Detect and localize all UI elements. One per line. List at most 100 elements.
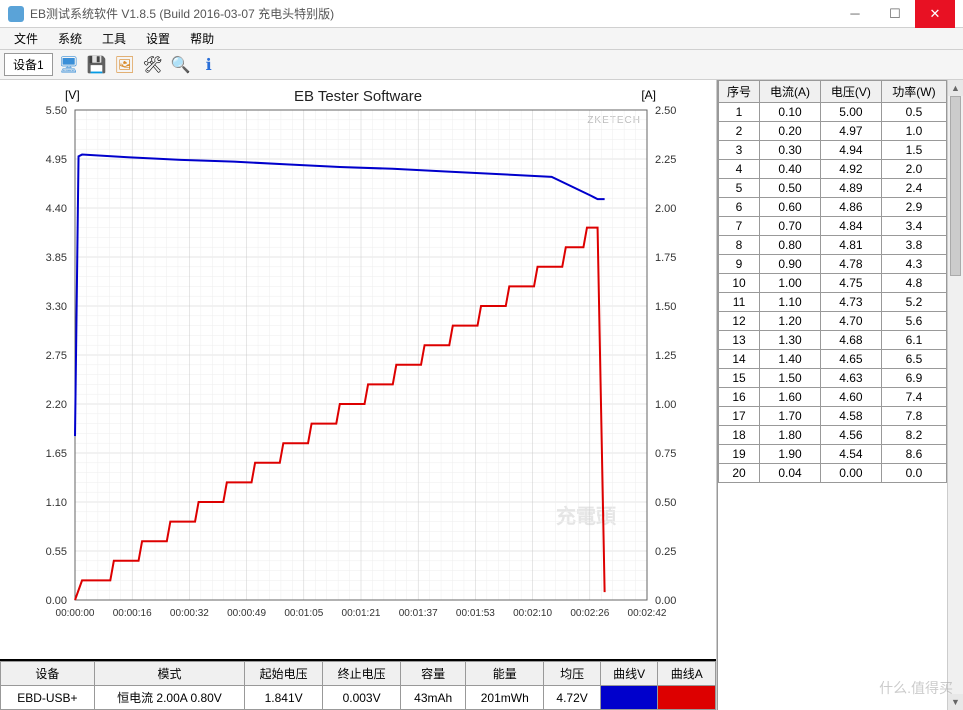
table-cell: 16 [719,388,760,407]
svg-text:1.65: 1.65 [46,448,67,460]
main-area: EB Tester Software [V] [A] ZKETECH 充電頭 0… [0,80,963,710]
table-cell: 0.60 [760,198,821,217]
menu-tools[interactable]: 工具 [92,28,136,49]
info-capacity: 43mAh [401,686,466,710]
table-row[interactable]: 70.704.843.4 [719,217,947,236]
svg-text:0.55: 0.55 [46,546,67,558]
info-curvev-color [600,686,658,710]
table-row[interactable]: 131.304.686.1 [719,331,947,350]
info-avgv: 4.72V [544,686,601,710]
table-row[interactable]: 171.704.587.8 [719,407,947,426]
svg-text:4.40: 4.40 [46,203,67,215]
table-row[interactable]: 101.004.754.8 [719,274,947,293]
table-cell: 18 [719,426,760,445]
table-cell: 4.58 [820,407,881,426]
table-row[interactable]: 60.604.862.9 [719,198,947,217]
table-cell: 5 [719,179,760,198]
table-cell: 8.2 [881,426,946,445]
svg-text:00:00:32: 00:00:32 [170,608,209,619]
table-row[interactable]: 40.404.922.0 [719,160,947,179]
monitor-icon[interactable]: 🖥 [57,53,81,77]
window-title: EB测试系统软件 V1.8.5 (Build 2016-03-07 充电头特别版… [30,5,835,22]
table-row[interactable]: 30.304.941.5 [719,141,947,160]
table-cell: 1.90 [760,445,821,464]
menu-file[interactable]: 文件 [4,28,48,49]
svg-text:1.50: 1.50 [655,301,676,313]
table-cell: 1.80 [760,426,821,445]
scrollbar[interactable]: ▲ ▼ [947,80,963,710]
side-h-power: 功率(W) [881,81,946,103]
save-icon[interactable]: 💾 [85,53,109,77]
table-cell: 4.86 [820,198,881,217]
table-row[interactable]: 141.404.656.5 [719,350,947,369]
menubar: 文件 系统 工具 设置 帮助 [0,28,963,50]
table-row[interactable]: 50.504.892.4 [719,179,947,198]
menu-system[interactable]: 系统 [48,28,92,49]
svg-text:00:00:16: 00:00:16 [113,608,152,619]
table-cell: 15 [719,369,760,388]
table-cell: 1.20 [760,312,821,331]
info-mode: 恒电流 2.00A 0.80V [94,686,244,710]
table-row[interactable]: 151.504.636.9 [719,369,947,388]
svg-text:1.25: 1.25 [655,350,676,362]
scroll-up-icon[interactable]: ▲ [948,80,963,96]
table-row[interactable]: 200.040.000.0 [719,464,947,483]
table-cell: 7 [719,217,760,236]
minimize-button[interactable]: ─ [835,0,875,28]
device-tab[interactable]: 设备1 [4,53,53,76]
side-header-row: 序号 电流(A) 电压(V) 功率(W) [719,81,947,103]
search-icon[interactable]: 🔍 [169,53,193,77]
info-h-energy: 能量 [466,662,544,686]
menu-settings[interactable]: 设置 [136,28,180,49]
data-table: 序号 电流(A) 电压(V) 功率(W) 10.105.000.520.204.… [717,80,947,710]
tools-icon[interactable]: 🛠 [141,53,165,77]
table-cell: 1.40 [760,350,821,369]
info-h-avgv: 均压 [544,662,601,686]
table-cell: 0.40 [760,160,821,179]
info-h-endv: 终止电压 [323,662,401,686]
table-cell: 4.78 [820,255,881,274]
image-icon[interactable]: 🖼 [113,53,137,77]
info-curvea-color [658,686,716,710]
table-cell: 6.9 [881,369,946,388]
info-energy: 201mWh [466,686,544,710]
svg-text:2.25: 2.25 [655,154,676,166]
svg-text:00:00:00: 00:00:00 [56,608,95,619]
table-row[interactable]: 191.904.548.6 [719,445,947,464]
svg-text:1.10: 1.10 [46,497,67,509]
svg-text:0.25: 0.25 [655,546,676,558]
table-cell: 2.9 [881,198,946,217]
table-cell: 1.50 [760,369,821,388]
close-button[interactable]: ✕ [915,0,955,28]
table-cell: 0.80 [760,236,821,255]
table-row[interactable]: 80.804.813.8 [719,236,947,255]
table-cell: 0.10 [760,103,821,122]
svg-text:2.20: 2.20 [46,399,67,411]
menu-help[interactable]: 帮助 [180,28,224,49]
table-row[interactable]: 121.204.705.6 [719,312,947,331]
maximize-button[interactable]: ☐ [875,0,915,28]
table-cell: 5.6 [881,312,946,331]
table-cell: 4.65 [820,350,881,369]
table-cell: 4.63 [820,369,881,388]
table-cell: 5.00 [820,103,881,122]
table-cell: 4.84 [820,217,881,236]
table-row[interactable]: 111.104.735.2 [719,293,947,312]
table-cell: 1.0 [881,122,946,141]
table-cell: 6.1 [881,331,946,350]
info-icon[interactable]: ℹ [197,53,221,77]
table-cell: 7.8 [881,407,946,426]
bottom-watermark: 什么.值得买 [879,678,953,698]
table-row[interactable]: 10.105.000.5 [719,103,947,122]
table-cell: 1.30 [760,331,821,350]
table-row[interactable]: 20.204.971.0 [719,122,947,141]
table-row[interactable]: 181.804.568.2 [719,426,947,445]
table-row[interactable]: 161.604.607.4 [719,388,947,407]
scrollbar-thumb[interactable] [950,96,961,276]
svg-text:00:01:21: 00:01:21 [342,608,381,619]
table-row[interactable]: 90.904.784.3 [719,255,947,274]
table-cell: 1.5 [881,141,946,160]
info-table: 设备 模式 起始电压 终止电压 容量 能量 均压 曲线V 曲线A EBD-USB… [0,659,716,710]
svg-text:00:01:05: 00:01:05 [284,608,323,619]
info-data-row: EBD-USB+ 恒电流 2.00A 0.80V 1.841V 0.003V 4… [1,686,716,710]
